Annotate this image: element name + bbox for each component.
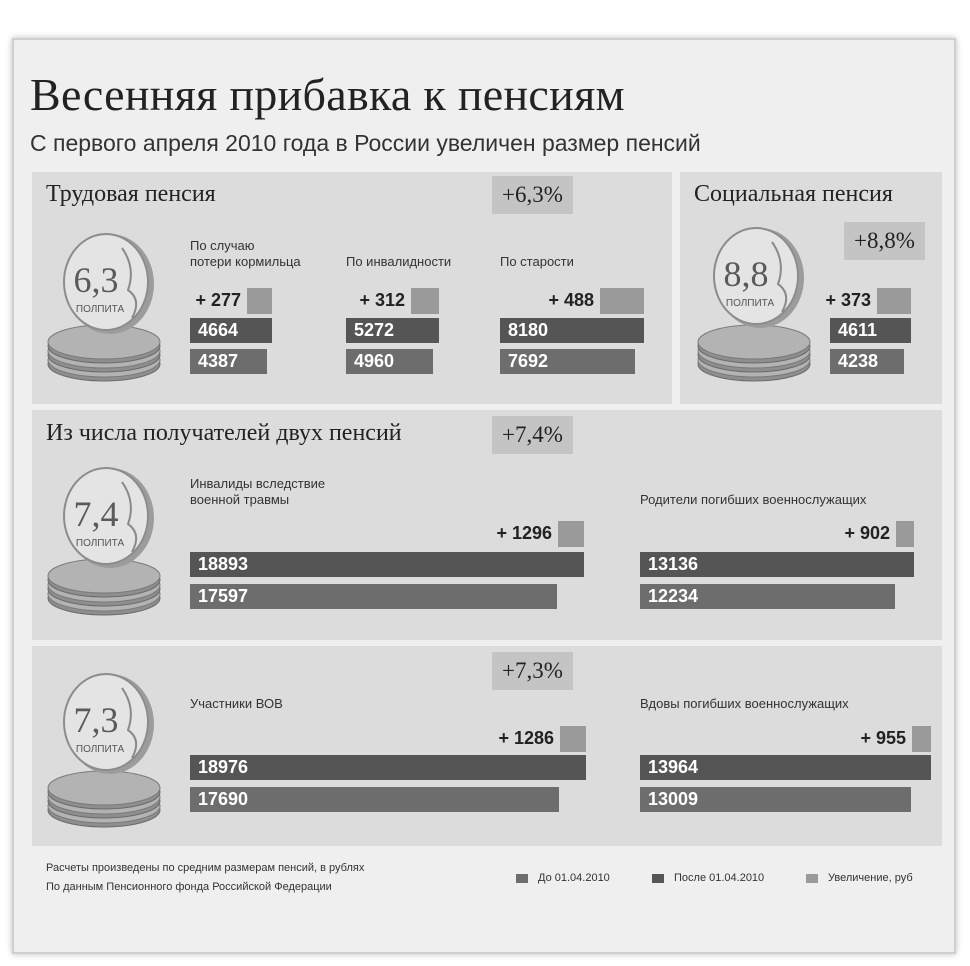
coin-value-label: 8,8: [724, 254, 769, 294]
increase-bar: [600, 288, 644, 314]
category-label: Инвалиды вследствие: [190, 476, 326, 491]
increase-bar: [558, 521, 584, 547]
legend-swatch-increase: [806, 873, 818, 883]
bar-before: 17690: [190, 787, 559, 812]
increase-bar: [877, 288, 911, 314]
bar-before: 13009: [640, 787, 911, 812]
bar-after: 4611: [830, 318, 911, 343]
bar-after: 8180: [500, 318, 644, 343]
coin-word-label: ПОЛПИТА: [726, 298, 775, 309]
legend-increase: Увеличение, руб: [806, 872, 913, 884]
coin-word-label: ПОЛПИТА: [76, 538, 125, 549]
bar-after: 18976: [190, 755, 586, 780]
coin-ornament: [121, 687, 138, 759]
coin-stack-icon-wwii: 7,3 ПОЛПИТА: [47, 673, 161, 828]
category-label: военной травмы: [190, 492, 290, 507]
category-label: потери кормильца: [190, 254, 301, 269]
increase-value-label: + 1286: [498, 728, 554, 748]
bar-after: 13136: [640, 552, 914, 577]
page-title: Весенняя прибавка к пенсиям: [30, 69, 625, 120]
category-label: Родители погибших военнослужащих: [640, 492, 867, 507]
coin-value-label: 6,3: [74, 260, 119, 300]
legend-label-after: После 01.04.2010: [674, 872, 765, 884]
coin-face-flat: [697, 324, 811, 360]
category-label: По старости: [500, 254, 574, 269]
bar-before: 4238: [830, 349, 904, 374]
coin-stack-icon-two-pensions: 7,4 ПОЛПИТА: [47, 467, 161, 616]
category-label: По инвалидности: [346, 254, 452, 269]
bar-after: 13964: [640, 755, 931, 780]
increase-bar: [247, 288, 272, 314]
percent-badge-two-pensions: +7,4%: [492, 416, 573, 454]
increase-bar: [896, 521, 914, 547]
coin-value-label: 7,3: [74, 700, 119, 740]
increase-bar: [411, 288, 439, 314]
panel-wwii: [32, 646, 942, 846]
coin-word-label: ПОЛПИТА: [76, 744, 125, 755]
category-label: По случаю: [190, 238, 255, 253]
increase-value-label: + 488: [548, 290, 594, 310]
increase-value-label: + 902: [844, 523, 890, 543]
panel-title-labor: Трудовая пенсия: [46, 181, 216, 207]
bar-before: 4387: [190, 349, 267, 374]
category-label: Вдовы погибших военнослужащих: [640, 696, 849, 711]
coin-stack-icon-social: 8,8 ПОЛПИТА: [697, 227, 811, 382]
bar-after: 5272: [346, 318, 439, 343]
bar-before: 17597: [190, 584, 557, 609]
increase-value-label: + 312: [359, 290, 405, 310]
panel-title-social: Социальная пенсия: [694, 181, 893, 207]
bar-before: 7692: [500, 349, 635, 374]
percent-badge-labor: +6,3%: [492, 176, 573, 214]
coin-face-flat: [47, 770, 161, 806]
bar-after: 18893: [190, 552, 584, 577]
coin-value-label: 7,4: [74, 494, 119, 534]
panel-title-two-pensions: Из числа получателей двух пенсий: [46, 420, 402, 446]
legend-after: После 01.04.2010: [652, 872, 764, 884]
footnote-source: По данным Пенсионного фонда Российской Ф…: [46, 881, 332, 893]
increase-value-label: + 1296: [496, 523, 552, 543]
bar-after: 4664: [190, 318, 272, 343]
bar-before: 12234: [640, 584, 895, 609]
bar-before: 4960: [346, 349, 433, 374]
coin-ornament: [121, 481, 138, 553]
legend-label-increase: Увеличение, руб: [828, 872, 913, 884]
footnote-calculation: Расчеты произведены по средним размерам …: [46, 862, 365, 874]
percent-badge-social: +8,8%: [844, 222, 925, 260]
legend-before: До 01.04.2010: [516, 872, 610, 884]
increase-value-label: + 277: [195, 290, 241, 310]
coin-ornament: [121, 247, 138, 319]
coin-ornament: [771, 241, 788, 313]
page-subtitle: С первого апреля 2010 года в России увел…: [30, 130, 701, 156]
coin-word-label: ПОЛПИТА: [76, 304, 125, 315]
increase-bar: [912, 726, 931, 752]
legend-swatch-after: [652, 873, 664, 883]
legend-label-before: До 01.04.2010: [538, 872, 610, 884]
increase-value-label: + 955: [860, 728, 906, 748]
increase-bar: [560, 726, 586, 752]
percent-badge-wwii: +7,3%: [492, 652, 573, 690]
coin-stack-icon-labor: 6,3 ПОЛПИТА: [47, 233, 161, 382]
category-label: Участники ВОВ: [190, 696, 283, 711]
legend-swatch-before: [516, 873, 528, 883]
increase-value-label: + 373: [825, 290, 871, 310]
